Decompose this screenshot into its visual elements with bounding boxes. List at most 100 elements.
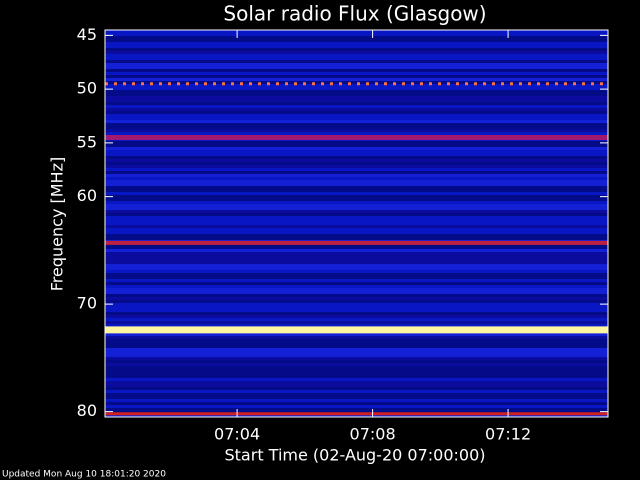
spectrum-texture	[105, 339, 608, 342]
spectrum-texture	[105, 66, 608, 69]
spectrum-texture	[105, 210, 608, 213]
spectrum-texture	[105, 258, 608, 261]
spectrum-texture	[105, 174, 608, 177]
spectrum-texture	[105, 180, 608, 183]
spectrum-texture	[105, 267, 608, 270]
spectrum-texture	[105, 102, 608, 105]
spectrum-texture	[105, 48, 608, 51]
spectrum-texture	[105, 147, 608, 150]
spectrum-texture	[105, 363, 608, 366]
spectrum-texture	[105, 126, 608, 129]
spectrum-texture	[105, 342, 608, 345]
spectrum-texture	[105, 69, 608, 72]
spectrum-texture	[105, 300, 608, 303]
spectrum-texture	[105, 252, 608, 255]
spectrum-texture	[105, 348, 608, 351]
spectrum-texture	[105, 207, 608, 210]
spectrum-texture	[105, 384, 608, 387]
spectrum-texture	[105, 372, 608, 375]
spectrum-texture	[105, 78, 608, 81]
x-tick-label: 07:08	[350, 425, 396, 444]
spectrum-texture	[105, 105, 608, 108]
spectrum-texture	[105, 237, 608, 240]
spectrum-texture	[105, 333, 608, 336]
spectrum-texture	[105, 261, 608, 264]
spectrum-texture	[105, 321, 608, 324]
spectrum-texture	[105, 204, 608, 207]
spectrum-texture	[105, 255, 608, 258]
spectrum-texture	[105, 285, 608, 288]
spectrum-texture	[105, 378, 608, 381]
spectrum-texture	[105, 198, 608, 201]
spectrum-texture	[105, 114, 608, 117]
spectrum-texture	[105, 357, 608, 360]
spectrum-texture	[105, 63, 608, 66]
spectrum-texture	[105, 96, 608, 99]
spectrum-texture	[105, 195, 608, 198]
spectrum-texture	[105, 366, 608, 369]
spectrum-texture	[105, 150, 608, 153]
spectrum-texture	[105, 144, 608, 147]
spectrum-texture	[105, 375, 608, 378]
spectrum-texture	[105, 75, 608, 78]
spectrum-texture	[105, 309, 608, 312]
spectrum-texture	[105, 213, 608, 216]
spectrum-texture	[105, 273, 608, 276]
x-axis-label: Start Time (02-Aug-20 07:00:00)	[225, 446, 486, 465]
spectrum-texture	[105, 51, 608, 54]
spectrum-texture	[105, 234, 608, 237]
spectrum-texture	[105, 33, 608, 36]
spectrum-texture	[105, 36, 608, 39]
x-tick-label: 07:12	[485, 425, 531, 444]
spectrum-texture	[105, 354, 608, 357]
spectrum-texture	[105, 117, 608, 120]
spectrum-texture	[105, 216, 608, 219]
spectrum-texture	[105, 396, 608, 399]
y-tick-label: 80	[77, 401, 97, 420]
spectrum-texture	[105, 72, 608, 75]
spectrum-texture	[105, 291, 608, 294]
spectrum-texture	[105, 270, 608, 273]
spectrum-texture	[105, 57, 608, 60]
y-tick-label: 55	[77, 132, 97, 151]
spectrum-texture	[105, 201, 608, 204]
y-tick-label: 45	[77, 25, 97, 44]
spectrum-texture	[105, 318, 608, 321]
spectrum-texture	[105, 336, 608, 339]
spectrum-texture	[105, 39, 608, 42]
spectrum-texture	[105, 30, 608, 33]
spectrum-texture	[105, 219, 608, 222]
spectrum-texture	[105, 222, 608, 225]
spectrum-texture	[105, 90, 608, 93]
spectrum-texture	[105, 369, 608, 372]
spectrum-texture	[105, 153, 608, 156]
spectrum-texture	[105, 231, 608, 234]
spectrum-texture	[105, 123, 608, 126]
spectrum-texture	[105, 186, 608, 189]
y-tick-label: 70	[77, 294, 97, 313]
spectrum-texture	[105, 315, 608, 318]
spectrum-texture	[105, 279, 608, 282]
spectrum-texture	[105, 168, 608, 171]
spectrum-texture	[105, 387, 608, 390]
spectrum-texture	[105, 93, 608, 96]
plot-frame	[104, 29, 609, 418]
spectrum-texture	[105, 351, 608, 354]
spectrum-texture	[105, 81, 608, 84]
spectrum-texture	[105, 294, 608, 297]
spectrum-texture	[105, 399, 608, 402]
spectrum-texture	[105, 225, 608, 228]
spectrum-texture	[105, 282, 608, 285]
spectrum-texture	[105, 129, 608, 132]
spectrum-texture	[105, 159, 608, 162]
spectrum-texture	[105, 156, 608, 159]
spectrum-texture	[105, 60, 608, 63]
spectrum-texture	[105, 177, 608, 180]
chart-title: Solar radio Flux (Glasgow)	[223, 2, 486, 26]
spectrum-texture	[105, 381, 608, 384]
spectrum-texture	[105, 390, 608, 393]
spectrum-texture	[105, 402, 608, 405]
spectrum-texture	[105, 297, 608, 300]
spectrum-texture	[105, 288, 608, 291]
